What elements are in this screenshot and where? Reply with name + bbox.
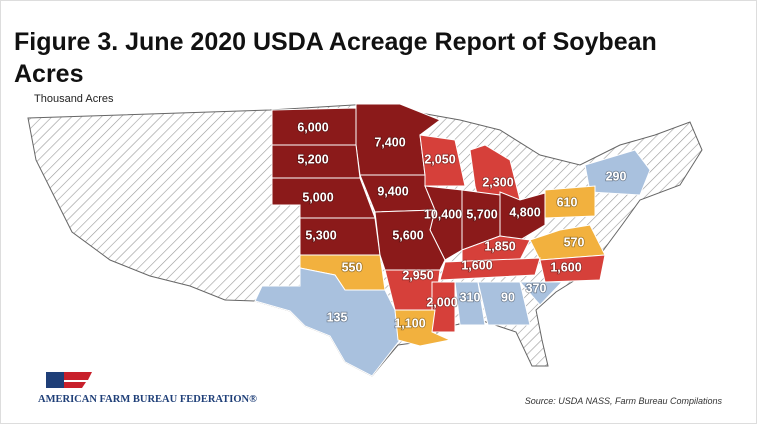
logo-text: AMERICAN FARM BUREAU FEDERATION® (38, 394, 257, 405)
region-label: 1,600 (461, 258, 492, 272)
region-label: 550 (342, 260, 363, 274)
regions (254, 103, 651, 377)
region-label: 1,100 (394, 316, 425, 330)
region-label: 135 (327, 310, 348, 324)
region-label: 90 (501, 290, 515, 304)
state-region (419, 134, 466, 187)
region-label: 570 (564, 235, 585, 249)
region-label: 610 (557, 195, 578, 209)
region-label: 370 (526, 281, 547, 295)
state-region (439, 257, 541, 281)
region-label: 6,000 (297, 120, 328, 134)
source: Source: USDA NASS, Farm Bureau Compilati… (525, 396, 723, 406)
region-label: 10,400 (424, 207, 462, 221)
region-label: 310 (460, 290, 481, 304)
state-region (454, 281, 486, 326)
state-region (529, 224, 606, 261)
state-region (477, 281, 531, 326)
region-label: 9,400 (377, 184, 408, 198)
state-region (544, 185, 596, 219)
region-label: 1,850 (484, 239, 515, 253)
unit-label: Thousand Acres (34, 93, 114, 105)
region-label: 5,300 (305, 228, 336, 242)
region-label: 290 (606, 169, 627, 183)
state-region (394, 309, 452, 347)
region-label: 2,950 (402, 268, 433, 282)
region-label: 2,050 (424, 152, 455, 166)
title: Figure 3. June 2020 USDA Acreage Report … (14, 28, 657, 56)
region-label: 5,200 (297, 152, 328, 166)
state-region (539, 254, 606, 283)
region-label: 2,300 (482, 175, 513, 189)
region-label: 5,000 (302, 190, 333, 204)
region-label: 4,800 (509, 205, 540, 219)
title-line-2: Acres (14, 60, 84, 88)
region-label: 1,600 (550, 260, 581, 274)
state-region (518, 281, 564, 306)
region-label: 2,000 (426, 295, 457, 309)
state-region (254, 267, 401, 377)
region-label: 5,600 (392, 228, 423, 242)
region-label: 7,400 (374, 135, 405, 149)
region-label: 5,700 (466, 207, 497, 221)
labels: 6,000 7,400 5,200 2,050 2,300 290 5,000 9,400 10… (297, 120, 628, 332)
logo (46, 372, 92, 388)
